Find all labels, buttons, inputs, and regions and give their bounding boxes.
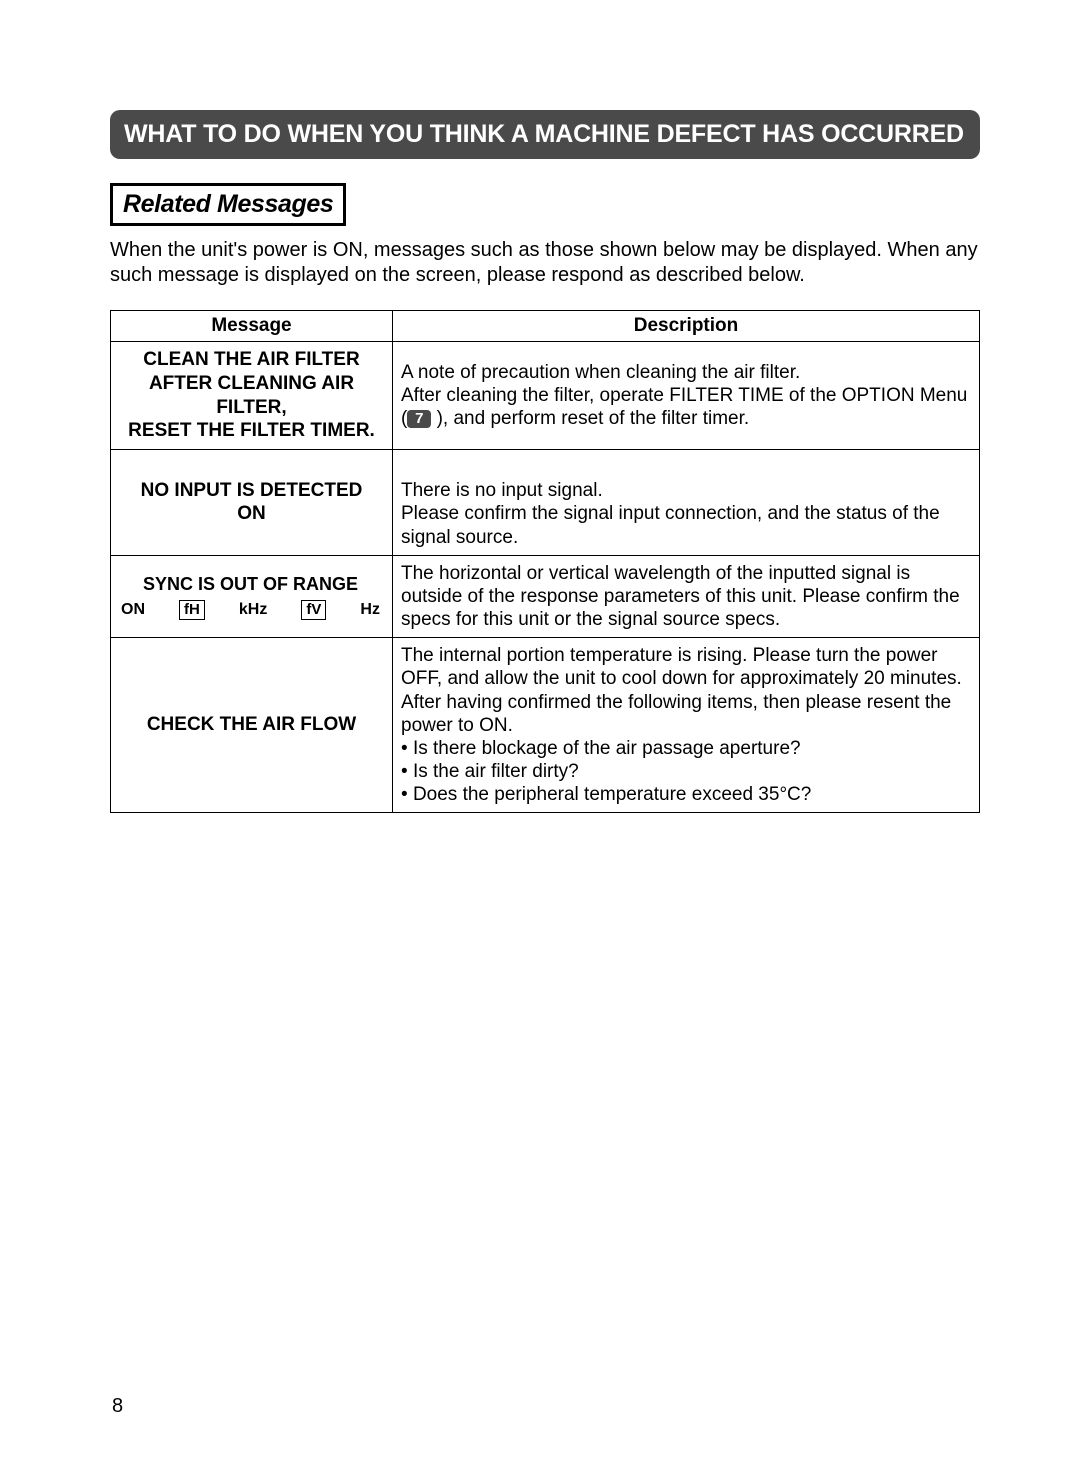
list-item: Is the air filter dirty? — [401, 760, 971, 783]
sync-title: SYNC IS OUT OF RANGE — [119, 573, 382, 596]
col-header-message: Message — [111, 311, 393, 342]
message-line: NO INPUT IS DETECTED — [141, 480, 363, 501]
page-header-title: WHAT TO DO WHEN YOU THINK A MACHINE DEFE… — [124, 120, 964, 148]
description-cell-clean-filter: A note of precaution when cleaning the a… — [393, 342, 980, 450]
messages-table: Message Description CLEAN THE AIR FILTER… — [110, 310, 980, 813]
message-line: AFTER CLEANING AIR FILTER, — [149, 373, 354, 418]
desc-text: The internal portion temperature is risi… — [401, 645, 962, 736]
description-cell-no-input: There is no input signal. Please confirm… — [393, 450, 980, 556]
table-row: NO INPUT IS DETECTED ON There is no inpu… — [111, 450, 980, 556]
sync-fh-box: fH — [179, 600, 205, 620]
airflow-checklist: Is there blockage of the air passage ape… — [401, 737, 971, 807]
page-header-bar: WHAT TO DO WHEN YOU THINK A MACHINE DEFE… — [110, 110, 980, 159]
sync-fv-box: fV — [301, 600, 326, 620]
desc-text: ), and perform reset of the filter timer… — [431, 408, 749, 429]
message-line: ON — [237, 503, 266, 524]
table-row: CHECK THE AIR FLOW The internal portion … — [111, 638, 980, 813]
message-line: CHECK THE AIR FLOW — [147, 714, 356, 735]
section-title: Related Messages — [123, 190, 333, 218]
menu-step-icon: 7 — [407, 410, 431, 428]
message-line: CLEAN THE AIR FILTER — [143, 349, 359, 370]
message-line: RESET THE FILTER TIMER. — [128, 420, 375, 441]
desc-text: There is no input signal. Please confirm… — [401, 480, 940, 547]
table-row: SYNC IS OUT OF RANGE ON fH kHz fV Hz The… — [111, 555, 980, 638]
description-cell-check-airflow: The internal portion temperature is risi… — [393, 638, 980, 813]
sync-on-label: ON — [121, 600, 145, 620]
message-cell-check-airflow: CHECK THE AIR FLOW — [111, 638, 393, 813]
section-intro-text: When the unit's power is ON, messages su… — [110, 238, 980, 288]
table-row: CLEAN THE AIR FILTER AFTER CLEANING AIR … — [111, 342, 980, 450]
sync-params-line: ON fH kHz fV Hz — [119, 600, 382, 620]
sync-khz-label: kHz — [239, 600, 267, 620]
message-cell-no-input: NO INPUT IS DETECTED ON — [111, 450, 393, 556]
desc-text: The horizontal or vertical wavelength of… — [401, 563, 960, 630]
sync-hz-label: Hz — [360, 600, 380, 620]
list-item: Is there blockage of the air passage ape… — [401, 737, 971, 760]
col-header-description: Description — [393, 311, 980, 342]
list-item: Does the peripheral temperature exceed 3… — [401, 783, 971, 806]
table-header-row: Message Description — [111, 311, 980, 342]
description-cell-sync: The horizontal or vertical wavelength of… — [393, 555, 980, 638]
message-cell-sync-out-of-range: SYNC IS OUT OF RANGE ON fH kHz fV Hz — [111, 555, 393, 638]
desc-text: A note of precaution when cleaning the a… — [401, 362, 800, 383]
message-cell-clean-filter: CLEAN THE AIR FILTER AFTER CLEANING AIR … — [111, 342, 393, 450]
page-number: 8 — [112, 1395, 123, 1418]
section-title-box: Related Messages — [110, 183, 346, 226]
